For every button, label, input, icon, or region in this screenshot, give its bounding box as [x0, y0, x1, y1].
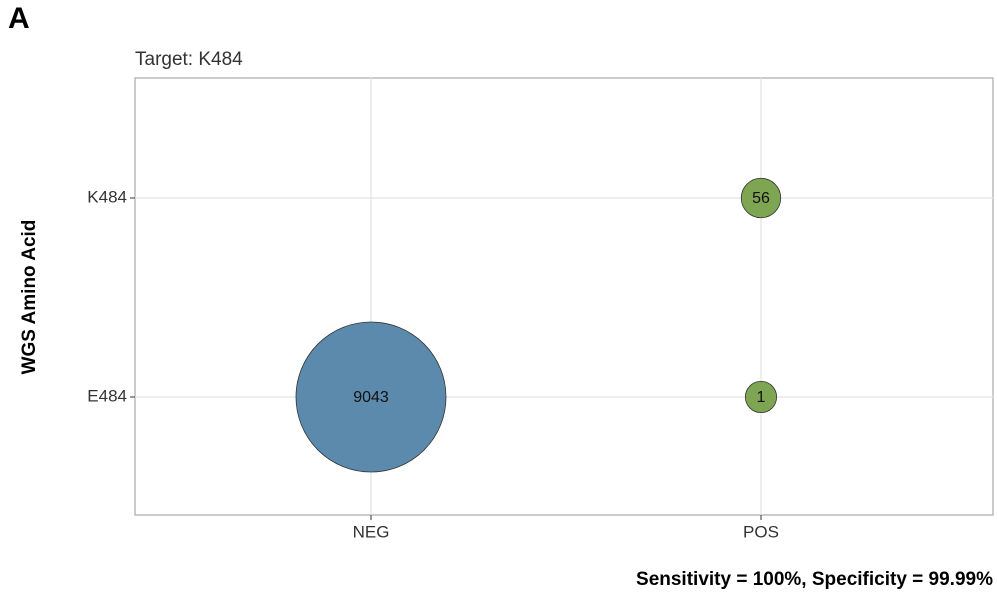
data-label: 56	[752, 190, 770, 207]
footer: Sensitivity = 100%, Specificity = 99.99%	[636, 569, 993, 590]
y-tick-label: E484	[87, 386, 127, 405]
chart-title: Target: K484	[135, 49, 243, 70]
data-label: 1	[757, 389, 766, 406]
bubble	[295, 321, 447, 473]
data-label: 9043	[353, 389, 389, 406]
bubble	[740, 177, 782, 219]
bubble	[744, 380, 778, 414]
y-axis-label: WGS Amino Acid	[19, 220, 40, 375]
x-tick-label: NEG	[353, 522, 390, 541]
y-tick-label: K484	[87, 187, 127, 206]
x-tick-label: POS	[743, 522, 779, 541]
plot-panel	[134, 77, 994, 516]
panel-label: A	[8, 2, 30, 35]
